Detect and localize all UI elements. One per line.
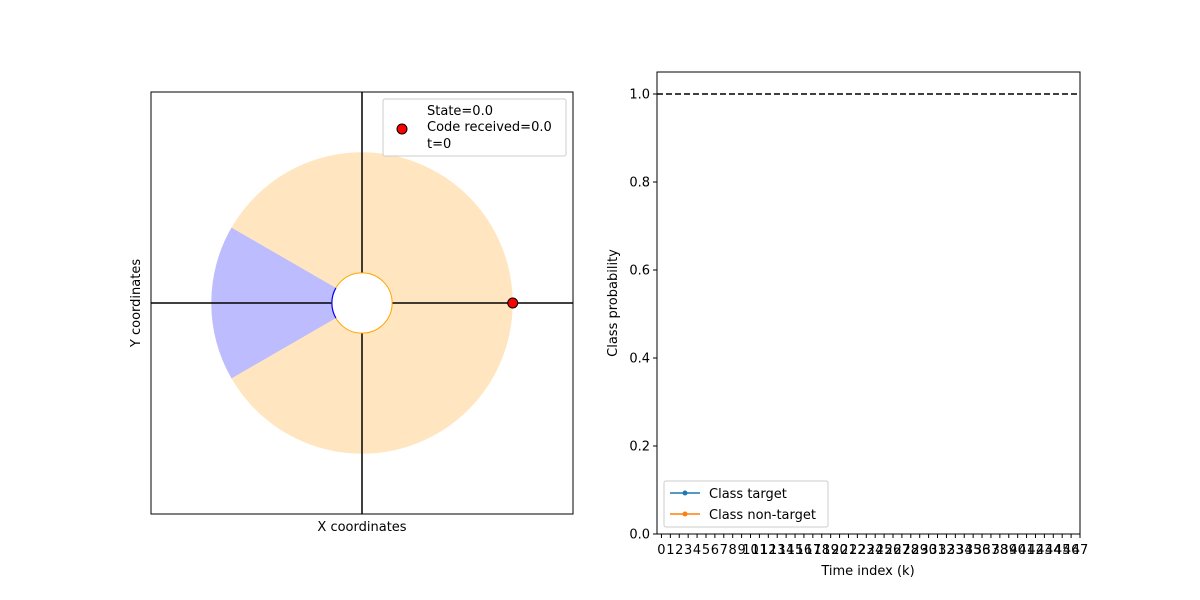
x-tick-label: 4 bbox=[693, 543, 701, 558]
right-plot-panel: 0.00.20.40.60.81.0 0 1 2 3 4 5 6 7 8 910111213141… bbox=[606, 71, 1089, 579]
x-tick-label: 31 bbox=[929, 543, 946, 558]
x-tick-label: 8 bbox=[729, 543, 737, 558]
left-legend-line-state: State=0.0 bbox=[427, 104, 493, 119]
right-y-axis-label: Class probability bbox=[606, 249, 621, 357]
left-legend: State=0.0 Code received=0.0 t=0 bbox=[382, 98, 567, 157]
x-tick-label: 17 bbox=[805, 543, 822, 558]
x-tick-label: 33 bbox=[947, 543, 964, 558]
legend-marker-class-non-target bbox=[682, 511, 688, 517]
x-tick-label: 37 bbox=[983, 543, 1000, 558]
y-tick-label: 0.6 bbox=[629, 264, 650, 279]
x-tick-label: 13 bbox=[769, 543, 786, 558]
x-tick-label: 21 bbox=[840, 543, 857, 558]
x-tick-label: 24 bbox=[867, 543, 884, 558]
x-tick-label: 12 bbox=[760, 543, 777, 558]
x-tick-label: 14 bbox=[778, 543, 795, 558]
right-plot-frame bbox=[656, 71, 1081, 535]
x-tick-label: 23 bbox=[858, 543, 875, 558]
right-legend-box bbox=[663, 480, 829, 528]
right-x-axis-label: Time index (k) bbox=[820, 564, 914, 579]
x-tick-label: 2 bbox=[675, 543, 683, 558]
x-tick-label: 20 bbox=[831, 543, 848, 558]
x-tick-label: 40 bbox=[1009, 543, 1026, 558]
x-tick-label: 32 bbox=[938, 543, 955, 558]
x-tick-label: 25 bbox=[876, 543, 893, 558]
y-tick-label: 1.0 bbox=[629, 88, 650, 103]
left-y-axis-label: Y coordinates bbox=[129, 259, 144, 348]
x-tick-label: 11 bbox=[751, 543, 768, 558]
y-tick-label: 0.4 bbox=[629, 352, 650, 367]
x-tick-label: 18 bbox=[813, 543, 830, 558]
left-legend-marker bbox=[396, 123, 408, 135]
x-tick-label: 22 bbox=[849, 543, 866, 558]
y-tick-label: 0.8 bbox=[629, 176, 650, 191]
x-tick-label: 41 bbox=[1018, 543, 1035, 558]
left-plot-panel: X coordinates Y coordinates State=0.0 Co… bbox=[129, 91, 574, 535]
x-tick-label: 7 bbox=[720, 543, 728, 558]
legend-label-class-non-target: Class non-target bbox=[709, 508, 816, 523]
x-tick-label: 10 bbox=[742, 543, 759, 558]
x-tick-label: 46 bbox=[1063, 543, 1080, 558]
x-tick-label: 42 bbox=[1027, 543, 1044, 558]
x-tick-label: 44 bbox=[1045, 543, 1062, 558]
inner-circle bbox=[331, 272, 393, 334]
x-tick-label: 16 bbox=[796, 543, 813, 558]
left-legend-line-time: t=0 bbox=[427, 137, 451, 152]
legend-marker-class-target bbox=[682, 490, 688, 496]
agent-point bbox=[507, 297, 519, 309]
x-tick-label: 39 bbox=[1000, 543, 1017, 558]
left-x-axis-label: X coordinates bbox=[317, 520, 406, 535]
x-tick-label: 38 bbox=[992, 543, 1009, 558]
x-tick-label: 0 bbox=[657, 543, 665, 558]
x-tick-label: 43 bbox=[1036, 543, 1053, 558]
legend-label-class-target: Class target bbox=[709, 487, 787, 502]
inner-circle-sector-arc bbox=[331, 287, 337, 319]
x-tick-label: 36 bbox=[974, 543, 991, 558]
x-tick-label: 9 bbox=[737, 543, 745, 558]
x-tick-label: 19 bbox=[822, 543, 839, 558]
x-tick-label: 47 bbox=[1072, 543, 1089, 558]
x-tick-label: 30 bbox=[920, 543, 937, 558]
x-tick-label: 29 bbox=[911, 543, 928, 558]
x-tick-label: 45 bbox=[1054, 543, 1071, 558]
y-tick-label: 0.0 bbox=[629, 528, 650, 543]
left-plot-frame bbox=[150, 91, 574, 515]
x-tick-label: 3 bbox=[684, 543, 692, 558]
y-tick-label: 0.2 bbox=[629, 440, 650, 455]
x-tick-label: 35 bbox=[965, 543, 982, 558]
x-tick-label: 34 bbox=[956, 543, 973, 558]
x-tick-label: 26 bbox=[885, 543, 902, 558]
right-legend: Class target Class non-target bbox=[663, 480, 829, 528]
x-tick-label: 27 bbox=[894, 543, 911, 558]
left-legend-line-code: Code received=0.0 bbox=[427, 120, 552, 135]
left-legend-box bbox=[382, 98, 567, 157]
x-tick-label: 6 bbox=[711, 543, 719, 558]
x-tick-label: 1 bbox=[666, 543, 674, 558]
x-tick-label: 5 bbox=[702, 543, 710, 558]
x-tick-label: 15 bbox=[787, 543, 804, 558]
x-tick-label: 28 bbox=[903, 543, 920, 558]
